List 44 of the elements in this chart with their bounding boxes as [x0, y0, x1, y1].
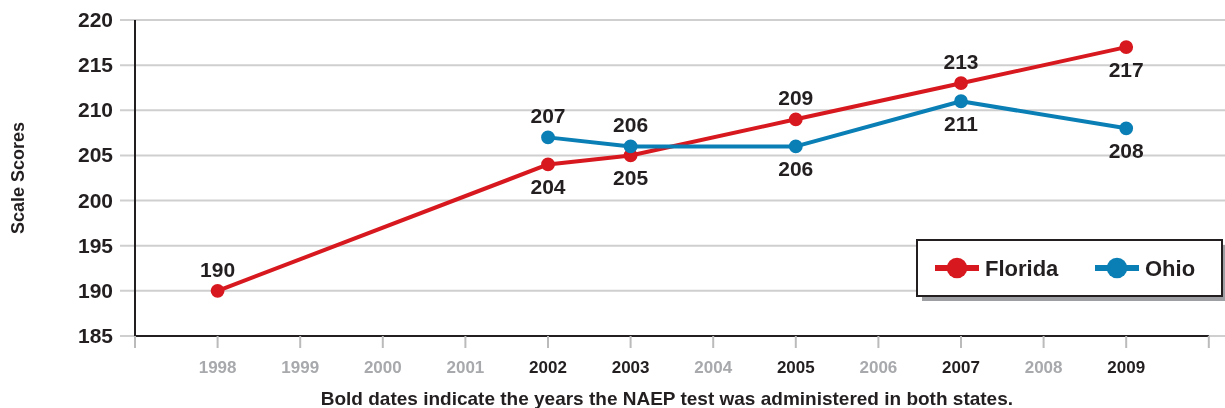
point	[954, 94, 968, 109]
data-label: 209	[778, 86, 814, 110]
y-tick-label: 185	[77, 324, 114, 347]
point	[541, 130, 555, 145]
data-label: 206	[613, 113, 649, 137]
data-label: 205	[613, 166, 649, 190]
data-label: 217	[1108, 58, 1144, 82]
data-label: 207	[530, 104, 566, 128]
point	[541, 157, 555, 172]
y-tick-label: 220	[77, 8, 113, 31]
x-tick-label: 2006	[859, 358, 898, 377]
y-tick-label: 215	[77, 53, 114, 77]
x-tick-label: 1999	[281, 358, 320, 377]
x-tick-label: 2007	[942, 358, 980, 377]
point	[1119, 121, 1134, 136]
data-label: 211	[944, 112, 979, 136]
legend-label: Ohio	[1145, 256, 1196, 281]
point	[210, 283, 225, 298]
point	[623, 139, 638, 154]
data-label: 206	[778, 157, 814, 181]
x-tick-label: 2009	[1107, 358, 1146, 377]
y-axis-title: Scale Scores	[8, 121, 28, 235]
data-label: 213	[943, 50, 979, 74]
y-tick-label: 200	[77, 188, 113, 212]
data-label: 190	[200, 257, 236, 281]
x-tick-label: 2005	[776, 358, 815, 377]
point	[1119, 40, 1134, 54]
x-tick-label: 2002	[529, 358, 567, 377]
point	[954, 76, 968, 91]
point	[788, 112, 803, 127]
data-label: 208	[1108, 139, 1145, 163]
x-tick-label: 2008	[1024, 358, 1063, 377]
y-tick-label: 210	[77, 98, 113, 122]
x-tick-label: 2001	[446, 358, 485, 377]
legend-label: Florida	[985, 256, 1060, 281]
x-tick-label: 2000	[363, 358, 402, 377]
x-tick-label: 1998	[198, 358, 237, 377]
y-tick-label: 195	[77, 233, 114, 257]
y-tick-label: 205	[77, 143, 114, 167]
x-tick-label: 2004	[694, 358, 733, 377]
x-tick-label: 2003	[611, 358, 650, 377]
point	[788, 139, 803, 154]
data-label: 204	[530, 175, 566, 199]
y-tick-label: 190	[77, 278, 113, 302]
